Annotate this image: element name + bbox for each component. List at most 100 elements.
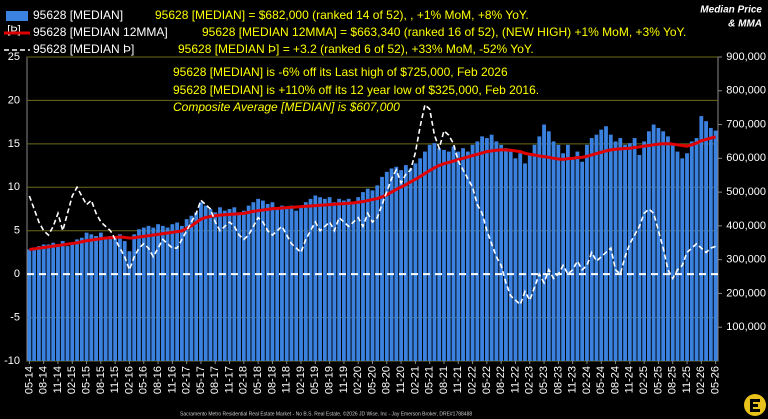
y-tick-label: -5 [10,311,20,323]
bar [694,138,699,361]
bar [685,153,689,361]
bar [294,210,299,361]
annotation: 95628 [MEDIAN] = $682,000 (ranked 14 of … [155,8,529,22]
bar [137,229,141,361]
bar [637,154,642,361]
bar [689,141,694,361]
x-tick-label: 08-20 [381,366,393,394]
bar [184,219,189,361]
bar [551,141,556,361]
bar [565,144,570,361]
footer: Sacramento Metro Residential Real Estate… [180,410,472,417]
bar [427,144,432,361]
overlay [27,103,718,306]
bar [570,158,575,361]
bar [413,163,418,361]
bar [484,138,489,361]
bar [232,207,237,361]
bar [623,144,627,361]
legend-label: 95628 [MEDIAN 12MMA] [33,25,168,39]
bar [594,134,599,361]
bar [113,237,118,361]
bar [284,209,289,361]
plot-area [27,56,718,362]
bar [199,202,203,361]
bar [208,209,213,361]
x-tick-label: 08-22 [495,366,507,394]
bar [322,198,327,361]
bar [37,246,41,361]
x-tick-label: 05-17 [195,366,207,394]
annotation: 95628 [MEDIAN Þ] = +3.2 (ranked 6 of 52)… [178,42,534,56]
bar [508,151,513,361]
x-tick-label: 11-15 [109,366,121,393]
x-tick-label: 08-14 [38,366,50,394]
legend-item: 95628 [MEDIAN] [6,8,123,22]
bar [680,158,685,361]
y2-tick-label: 900,000 [726,51,766,63]
x-tick-label: 05-21 [424,366,436,394]
bar [265,203,270,361]
bar [246,205,251,361]
bar [146,225,151,361]
bar [589,138,594,361]
bar [103,237,108,361]
x-tick-label: 08-15 [95,366,107,394]
x-tick-label: 11-16 [166,366,178,393]
bar [504,148,508,361]
bar [670,144,675,361]
bar [518,153,523,361]
bar [523,163,527,361]
x-tick-label: 05-19 [309,366,321,394]
bar [632,138,637,361]
x-tick-label: 02-24 [581,366,593,394]
x-tick-label: 02-21 [409,366,421,394]
bar [313,195,318,361]
bar [437,148,442,361]
bar [513,158,518,361]
x-tick-label: 05-14 [23,366,35,394]
bar [604,126,608,361]
x-tick-label: 05-25 [652,366,664,394]
bar [494,141,499,361]
x-tick-label: 05-23 [538,366,550,394]
x-tick-label: 02-22 [466,366,478,394]
bar [537,136,542,361]
bar [666,136,670,361]
x-tick-label: 11-18 [281,366,293,393]
bar [527,154,532,361]
bar [446,151,451,361]
x-tick-label: 11-17 [223,366,235,393]
bar [599,129,604,361]
x-tick-label: 02-18 [238,366,250,394]
x-tick-label: 05-16 [138,366,150,394]
annotation: 95628 [MEDIAN] is +110% off its 12 year … [173,83,539,97]
bar [408,168,413,361]
bar [389,168,394,361]
y2-tick-label: 100,000 [726,321,766,333]
bar [489,134,494,361]
y-tick-label: -10 [4,355,20,367]
y-tick-label: 0 [14,268,20,280]
y2-tick-label: 800,000 [726,85,766,97]
x-tick-label: 11-25 [681,366,693,393]
y2-tick-label: 300,000 [726,254,766,266]
bar [122,241,127,361]
bar [318,197,322,361]
x-tick-label: 05-26 [710,366,722,394]
bar [127,251,132,361]
x-tick-label: 05-18 [252,366,264,394]
logo [744,394,766,416]
bar [141,227,146,361]
bar [532,144,537,361]
bar [613,141,618,361]
bar [356,197,361,361]
x-tick-label: 02-16 [123,366,135,394]
bar [561,153,566,361]
bar [227,209,232,361]
bar [442,149,446,361]
bar [399,170,403,361]
x-tick-label: 11-23 [567,366,579,393]
bar [189,215,194,361]
